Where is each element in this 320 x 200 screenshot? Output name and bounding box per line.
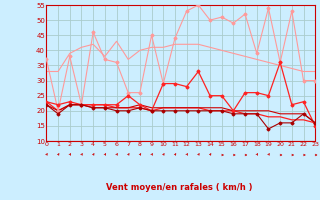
Text: Vent moyen/en rafales ( km/h ): Vent moyen/en rafales ( km/h ): [106, 184, 252, 192]
